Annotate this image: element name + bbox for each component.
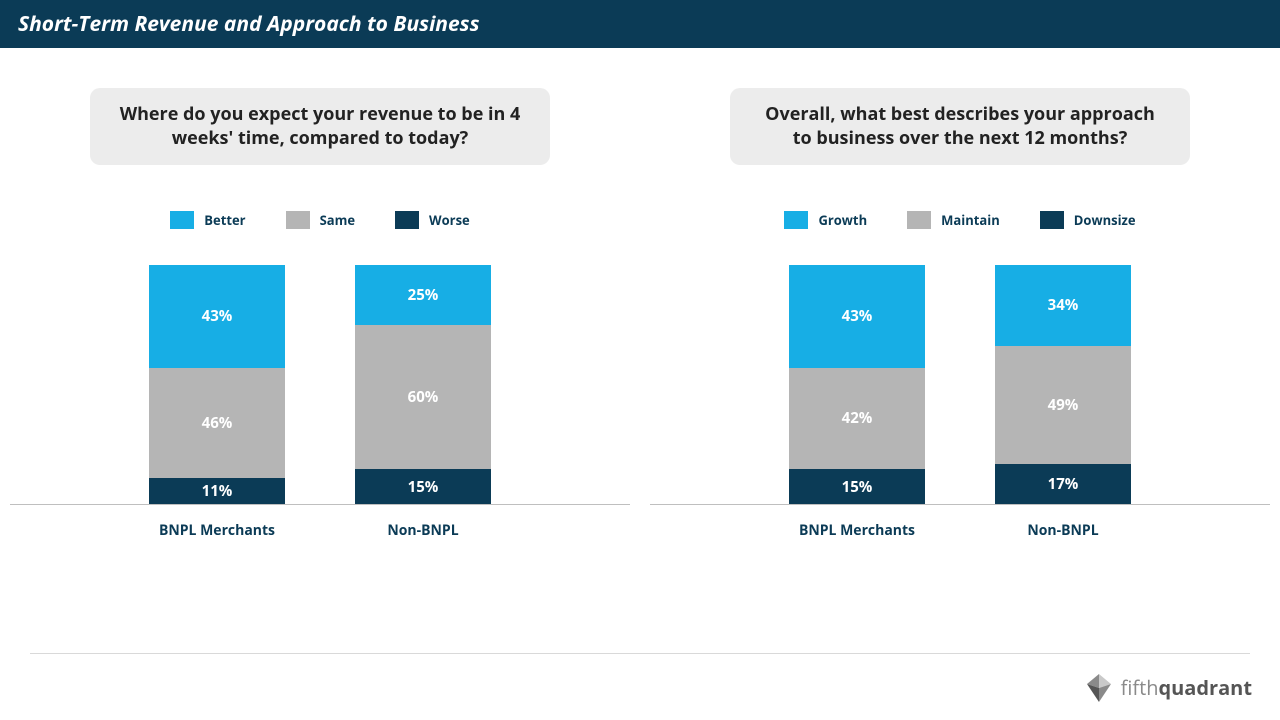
segment-value: 15% [408,477,439,497]
category-label: BNPL Merchants [149,521,285,540]
chart-panel: Overall, what best describes your approa… [670,88,1250,540]
legend-item: Downsize [1040,211,1136,229]
chart-area: 43% 46% 11% 25% 60% 15% [30,265,610,505]
segment-value: 15% [842,477,873,497]
chart-area: 43% 42% 15% 34% 49% 17% [670,265,1250,505]
bar-group: 34% 49% 17% [995,265,1131,505]
legend-item: Growth [784,211,867,229]
legend-label: Better [204,211,245,229]
bar-segment: 34% [995,265,1131,347]
bar-segment: 60% [355,325,491,469]
panels-container: Where do you expect your revenue to be i… [0,48,1280,540]
legend-item: Worse [395,211,470,229]
legend-label: Same [320,211,355,229]
panel-question: Where do you expect your revenue to be i… [90,88,550,165]
segment-value: 43% [202,306,233,326]
legend-label: Growth [818,211,867,229]
bar-segment: 49% [995,346,1131,464]
legend-swatch-icon [170,211,194,229]
footer-divider [30,653,1250,654]
legend-label: Worse [429,211,470,229]
legend-item: Better [170,211,245,229]
x-axis-labels: BNPL Merchants Non-BNPL [670,505,1250,540]
segment-value: 60% [408,387,439,407]
stacked-bar: 43% 46% 11% [149,265,285,505]
bar-group: 43% 46% 11% [149,265,285,505]
bar-segment: 43% [149,265,285,368]
category-label: Non-BNPL [355,521,491,540]
bar-segment: 17% [995,464,1131,505]
stacked-bar: 43% 42% 15% [789,265,925,505]
segment-value: 25% [408,285,439,305]
logo-mark-icon [1081,670,1117,706]
chart-legend: Better Same Worse [170,211,469,229]
logo-text-light: fifth [1121,674,1159,701]
brand-logo: fifthquadrant [1081,670,1252,706]
chart-legend: Growth Maintain Downsize [784,211,1135,229]
chart-panel: Where do you expect your revenue to be i… [30,88,610,540]
legend-swatch-icon [395,211,419,229]
category-label: Non-BNPL [995,521,1131,540]
page-title: Short-Term Revenue and Approach to Busin… [18,10,480,38]
legend-swatch-icon [1040,211,1064,229]
legend-item: Maintain [907,211,1000,229]
stacked-bar: 25% 60% 15% [355,265,491,505]
legend-swatch-icon [286,211,310,229]
bar-segment: 42% [789,368,925,469]
logo-text: fifthquadrant [1121,678,1252,698]
segment-value: 11% [202,481,233,501]
bar-segment: 11% [149,478,285,504]
logo-text-bold: quadrant [1158,674,1252,701]
segment-value: 34% [1048,295,1079,315]
chart-baseline [10,504,630,505]
bar-segment: 15% [789,469,925,505]
segment-value: 46% [202,413,233,433]
segment-value: 43% [842,306,873,326]
legend-swatch-icon [784,211,808,229]
bars-container: 43% 42% 15% 34% 49% 17% [789,265,1131,505]
legend-label: Maintain [941,211,1000,229]
bar-group: 43% 42% 15% [789,265,925,505]
legend-label: Downsize [1074,211,1136,229]
bar-segment: 25% [355,265,491,325]
legend-swatch-icon [907,211,931,229]
panel-question: Overall, what best describes your approa… [730,88,1190,165]
segment-value: 42% [842,408,873,428]
segment-value: 17% [1048,474,1079,494]
segment-value: 49% [1048,395,1079,415]
bar-segment: 15% [355,469,491,505]
bar-segment: 46% [149,368,285,478]
chart-baseline [650,504,1270,505]
x-axis-labels: BNPL Merchants Non-BNPL [30,505,610,540]
category-label: BNPL Merchants [789,521,925,540]
bar-group: 25% 60% 15% [355,265,491,505]
stacked-bar: 34% 49% 17% [995,265,1131,505]
legend-item: Same [286,211,355,229]
bars-container: 43% 46% 11% 25% 60% 15% [149,265,491,505]
page-header: Short-Term Revenue and Approach to Busin… [0,0,1280,48]
bar-segment: 43% [789,265,925,368]
